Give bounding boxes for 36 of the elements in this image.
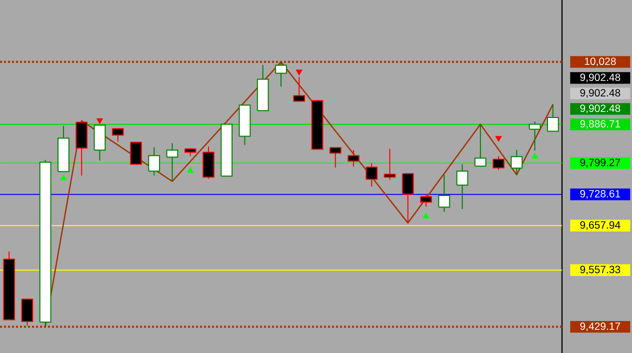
text: 9,902.48 bbox=[580, 89, 620, 98]
candlestick bbox=[474, 124, 486, 167]
y-tick-label: 9,728.61 bbox=[580, 190, 620, 199]
candlestick bbox=[166, 142, 178, 182]
candlestick bbox=[148, 146, 160, 176]
candlestick bbox=[275, 61, 287, 88]
y-tick-label: 10,028 bbox=[584, 58, 616, 66]
candlestick bbox=[130, 142, 142, 165]
point bbox=[187, 166, 194, 173]
y-tick-label: 9,557.33 bbox=[580, 266, 620, 274]
candlestick bbox=[546, 104, 559, 132]
candlestick bbox=[112, 128, 124, 142]
text: 9,902.48 bbox=[580, 104, 620, 114]
candlestick bbox=[329, 147, 342, 168]
candlestick bbox=[402, 173, 414, 224]
candlestick bbox=[384, 148, 396, 180]
candlestick bbox=[456, 164, 468, 210]
point bbox=[96, 118, 104, 124]
point bbox=[531, 152, 538, 159]
candlestick bbox=[438, 174, 450, 212]
candlestick bbox=[348, 149, 360, 168]
candlestick bbox=[510, 149, 523, 176]
candlestick bbox=[492, 156, 504, 170]
text: 9,902.48 bbox=[580, 74, 620, 82]
y-tick-label: 9,799.27 bbox=[580, 158, 620, 168]
candlestick bbox=[420, 194, 432, 208]
point bbox=[495, 136, 502, 142]
point bbox=[60, 174, 67, 180]
candlestick bbox=[21, 298, 34, 326]
y-tick-label: 9,429.17 bbox=[580, 322, 620, 332]
point bbox=[296, 70, 302, 76]
point bbox=[422, 212, 430, 218]
y-tick-label: 9,657.94 bbox=[580, 221, 620, 230]
y-tick-label: 9,886.71 bbox=[580, 120, 620, 129]
candlestick bbox=[366, 162, 378, 188]
candlestick bbox=[528, 121, 541, 152]
